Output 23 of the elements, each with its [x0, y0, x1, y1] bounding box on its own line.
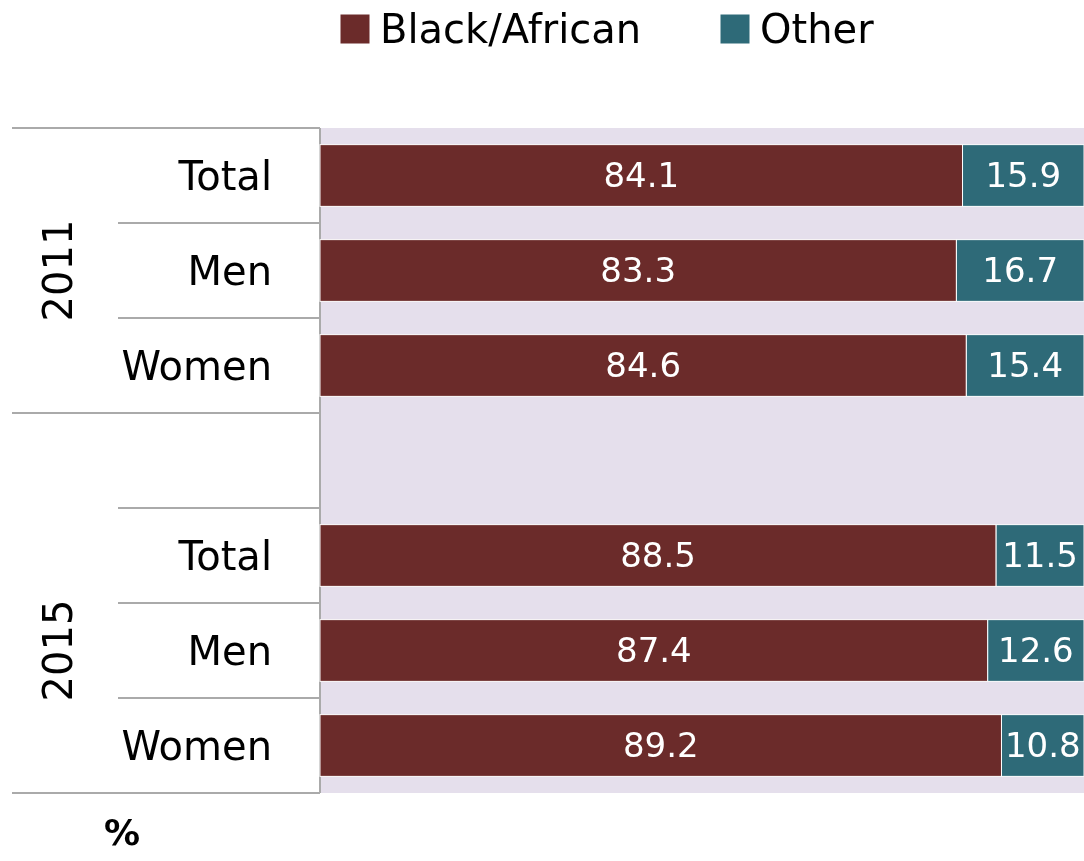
data-label: 84.1: [603, 155, 680, 196]
y-tick-label: Women: [121, 342, 272, 389]
y-tick-label: Men: [187, 627, 272, 674]
y-tick-label: Men: [187, 247, 272, 294]
data-label: 89.2: [622, 725, 699, 766]
data-label: 88.5: [620, 535, 696, 576]
data-label: 12.6: [998, 630, 1074, 671]
text: %: [103, 812, 141, 853]
text: 2011: [35, 219, 81, 322]
data-label: 11.5: [1002, 535, 1078, 576]
data-label: 15.4: [987, 345, 1064, 386]
data-label: 15.9: [985, 155, 1062, 196]
legend-label: Black/African: [380, 6, 642, 52]
y-tick-label: Total: [177, 152, 272, 199]
data-label: 83.3: [600, 250, 677, 291]
text: 2015: [35, 599, 81, 702]
legend-label: Other: [760, 6, 875, 52]
data-label: 87.4: [616, 630, 692, 671]
data-label: 84.6: [605, 345, 682, 386]
data-label: 16.7: [982, 250, 1059, 291]
y-tick-label: Women: [121, 722, 272, 769]
data-label: 10.8: [1004, 725, 1081, 766]
y-tick-label: Total: [177, 532, 272, 579]
